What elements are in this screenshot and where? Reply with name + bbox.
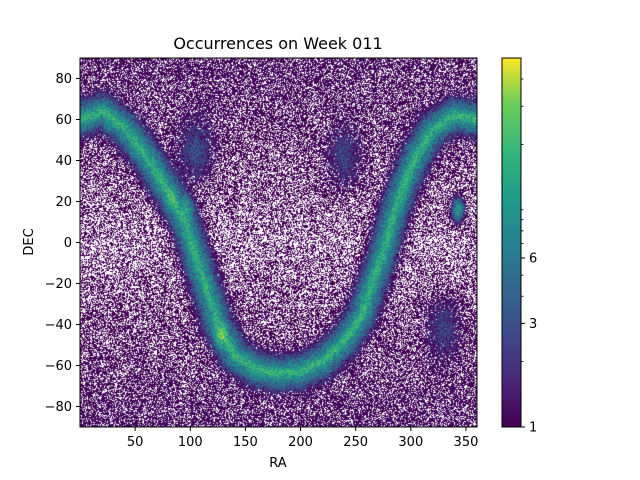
colorbar-tick-label: 6 [529, 251, 537, 266]
x-tick-label: 100 [178, 435, 203, 450]
y-axis-ticks: −80 −60 −40 −20 0 20 40 60 80 [45, 72, 80, 415]
x-axis-label: RA [269, 456, 287, 471]
colorbar-gradient [501, 57, 522, 428]
x-axis-ticks: 50 100 150 200 250 300 350 [127, 427, 479, 450]
y-tick-label: 60 [55, 113, 72, 128]
chart-title: Occurrences on Week 011 [173, 34, 382, 53]
y-tick-label: 0 [64, 236, 72, 251]
colorbar-ticks: 1 3 6 [521, 78, 537, 436]
x-tick-label: 200 [288, 435, 313, 450]
colorbar: 1 3 6 [501, 57, 537, 436]
colorbar-tick-label: 3 [529, 317, 537, 332]
y-axis-label: DEC [22, 228, 37, 255]
y-tick-label: −60 [45, 359, 72, 374]
y-tick-label: −20 [45, 277, 72, 292]
x-tick-label: 150 [233, 435, 258, 450]
x-tick-label: 50 [127, 435, 144, 450]
x-tick-label: 300 [398, 435, 423, 450]
y-tick-label: 80 [55, 72, 72, 87]
y-tick-label: 40 [55, 154, 72, 169]
x-tick-label: 350 [454, 435, 479, 450]
y-tick-label: −80 [45, 400, 72, 415]
y-tick-label: 20 [55, 195, 72, 210]
y-tick-label: −40 [45, 318, 72, 333]
x-tick-label: 250 [343, 435, 368, 450]
plot-area [79, 57, 478, 428]
heatmap-canvas [80, 58, 477, 427]
colorbar-tick-label: 1 [529, 421, 537, 436]
